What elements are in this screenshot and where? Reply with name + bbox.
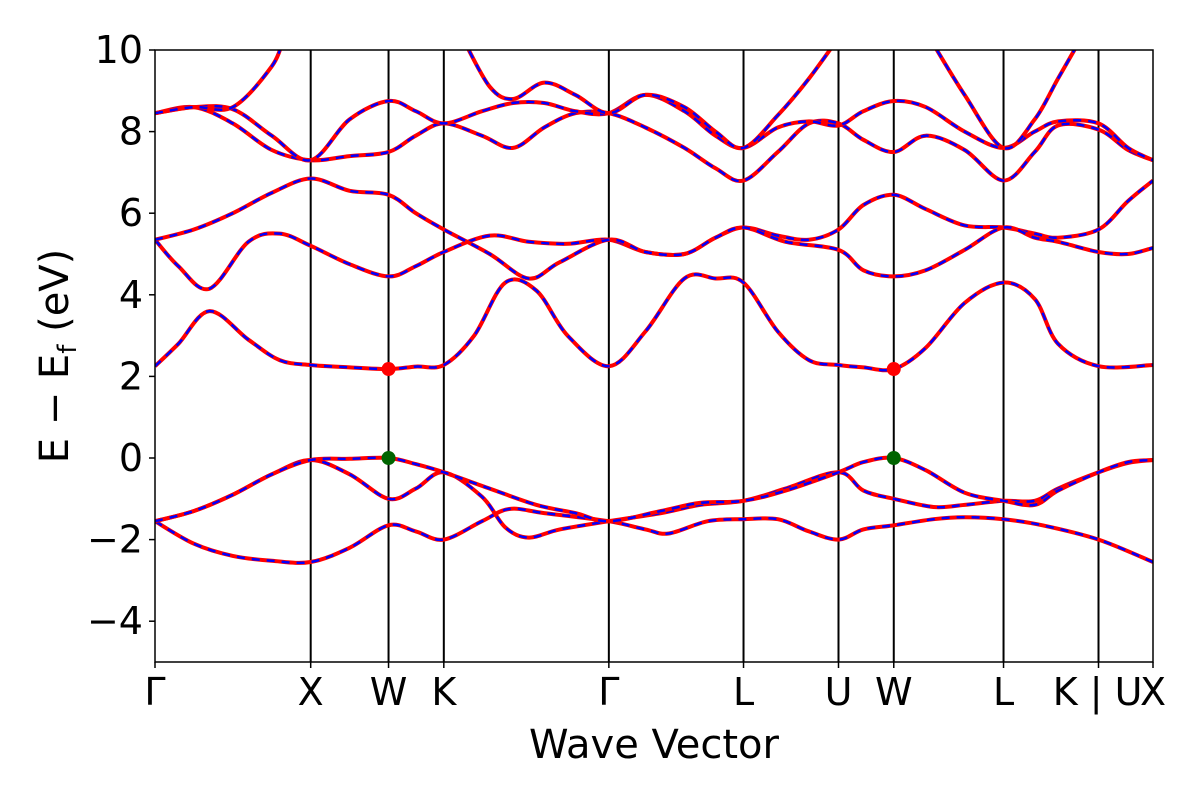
y-tick-label: −2 bbox=[87, 518, 143, 562]
band-line-dashed bbox=[467, 50, 832, 150]
y-axis-ticks: −4 −2 0 2 4 6 8 10 bbox=[87, 28, 155, 643]
markers-layer bbox=[381, 362, 901, 465]
y-axis-title: E − Ef (eV) bbox=[32, 249, 83, 464]
x-tick-label: W bbox=[875, 670, 913, 714]
y-tick-label: 2 bbox=[119, 354, 143, 398]
band-line-dashed bbox=[155, 50, 282, 115]
plot-frame bbox=[154, 49, 1154, 663]
x-tick-label: K | U bbox=[1053, 670, 1143, 715]
y-axis-title-unit: (eV) bbox=[32, 249, 78, 345]
x-tick-label: W bbox=[370, 670, 408, 714]
band-line-dashed bbox=[935, 50, 1076, 150]
x-tick-label: Γ bbox=[144, 670, 165, 714]
y-tick-label: 10 bbox=[95, 28, 143, 72]
x-tick-label: L bbox=[733, 670, 754, 714]
band-line-dashed bbox=[155, 507, 1153, 565]
cbm-marker bbox=[381, 362, 396, 377]
band-line-dashed bbox=[155, 93, 1153, 162]
band-line-dashed bbox=[155, 273, 1153, 372]
x-axis-title: Wave Vector bbox=[529, 722, 780, 768]
x-tick-label: K bbox=[431, 670, 457, 714]
band-line-dashed bbox=[155, 105, 1153, 183]
band-line-dashed bbox=[155, 177, 1153, 280]
y-tick-label: 6 bbox=[119, 191, 143, 235]
x-tick-label: L bbox=[993, 670, 1014, 714]
x-tick-label: Γ bbox=[598, 670, 619, 714]
bands-layer bbox=[155, 50, 1153, 565]
y-tick-label: −4 bbox=[87, 599, 143, 643]
band-line-dashed bbox=[155, 456, 1153, 523]
y-tick-label: 0 bbox=[119, 436, 143, 480]
x-tick-label: U bbox=[825, 670, 853, 714]
y-tick-label: 4 bbox=[119, 273, 143, 317]
y-tick-label: 8 bbox=[119, 110, 143, 154]
vbm-marker bbox=[381, 451, 396, 465]
kpoint-lines bbox=[309, 50, 1100, 662]
x-tick-label: X bbox=[298, 670, 324, 714]
y-axis-title-subscript: f bbox=[53, 344, 83, 354]
cbm-marker bbox=[886, 362, 901, 377]
y-axis-title-main: E − E bbox=[32, 354, 78, 464]
x-tick-label: X bbox=[1140, 670, 1166, 714]
vbm-marker bbox=[886, 451, 901, 465]
